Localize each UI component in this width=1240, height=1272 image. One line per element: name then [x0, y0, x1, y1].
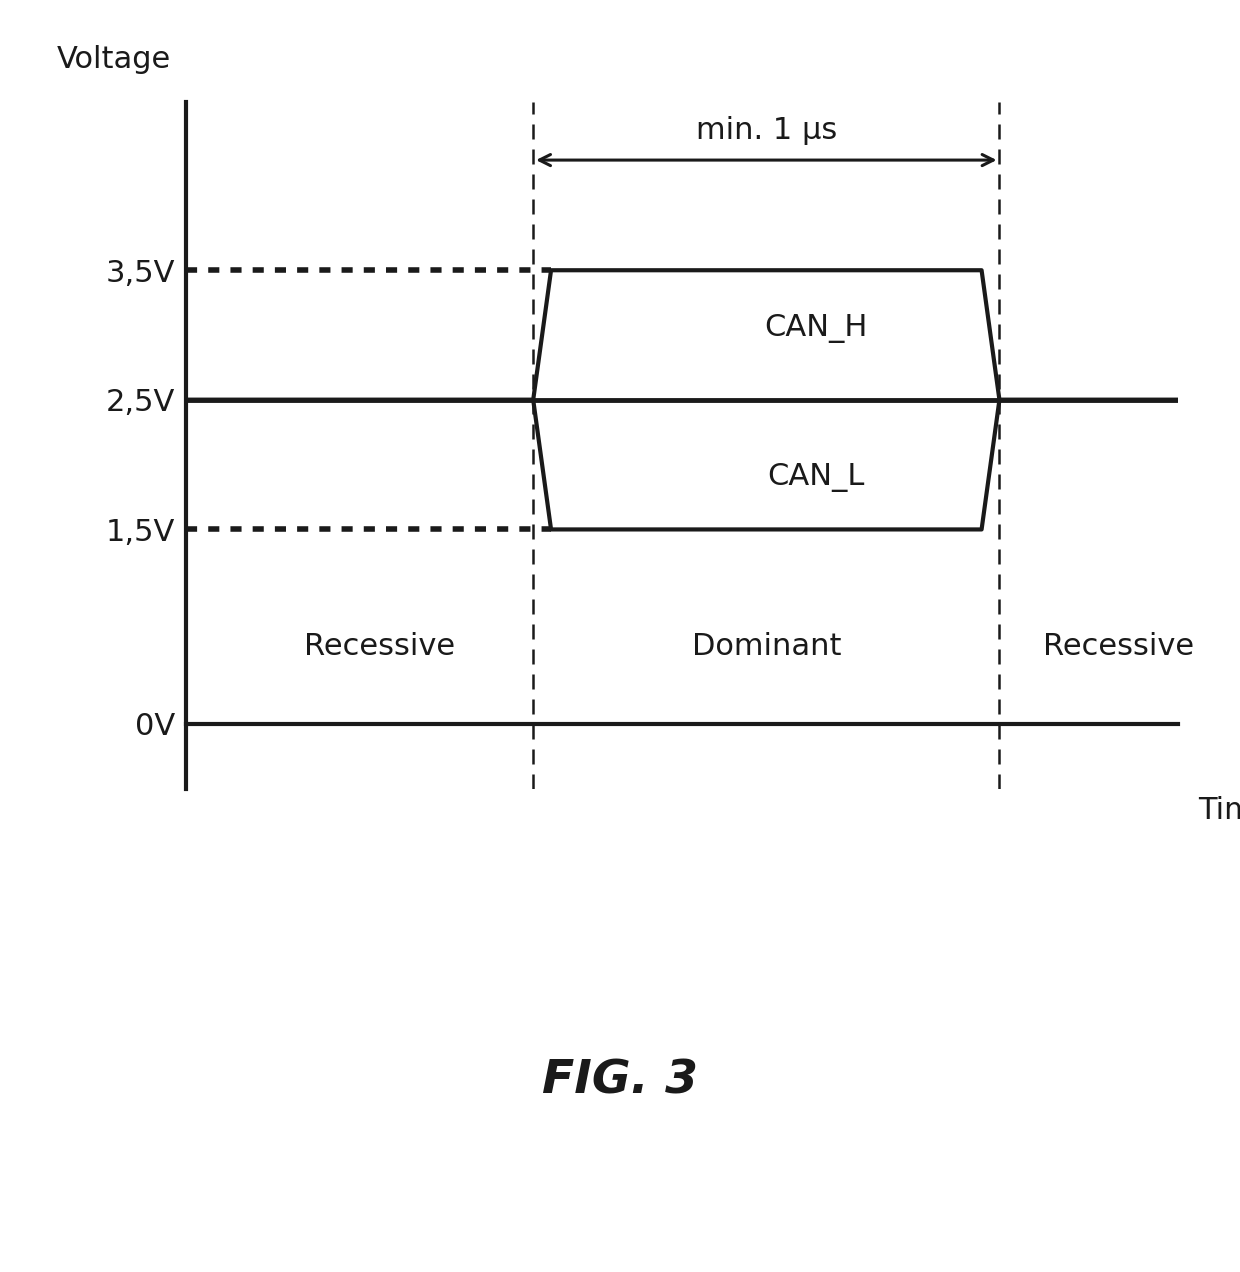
Text: Voltage: Voltage [57, 46, 171, 74]
Text: CAN_H: CAN_H [764, 314, 868, 343]
Text: min. 1 μs: min. 1 μs [696, 116, 837, 145]
Text: Dominant: Dominant [692, 632, 841, 660]
Text: CAN_L: CAN_L [768, 463, 864, 492]
Text: Time: Time [1198, 795, 1240, 824]
Text: Recessive: Recessive [1043, 632, 1194, 660]
Text: FIG. 3: FIG. 3 [542, 1058, 698, 1104]
Text: Recessive: Recessive [304, 632, 455, 660]
